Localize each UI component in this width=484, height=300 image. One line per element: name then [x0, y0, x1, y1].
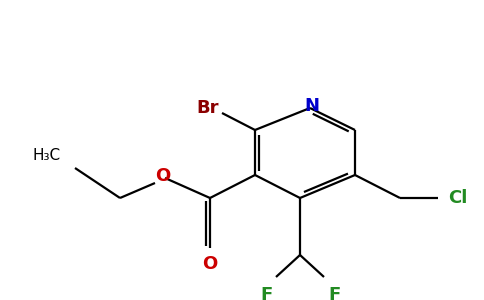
Text: F: F	[260, 286, 272, 300]
Text: O: O	[155, 167, 171, 185]
Text: O: O	[202, 255, 218, 273]
Text: N: N	[304, 97, 319, 115]
Text: H₃C: H₃C	[33, 148, 61, 164]
Text: Cl: Cl	[448, 189, 468, 207]
Text: Br: Br	[197, 99, 219, 117]
Text: F: F	[328, 286, 340, 300]
